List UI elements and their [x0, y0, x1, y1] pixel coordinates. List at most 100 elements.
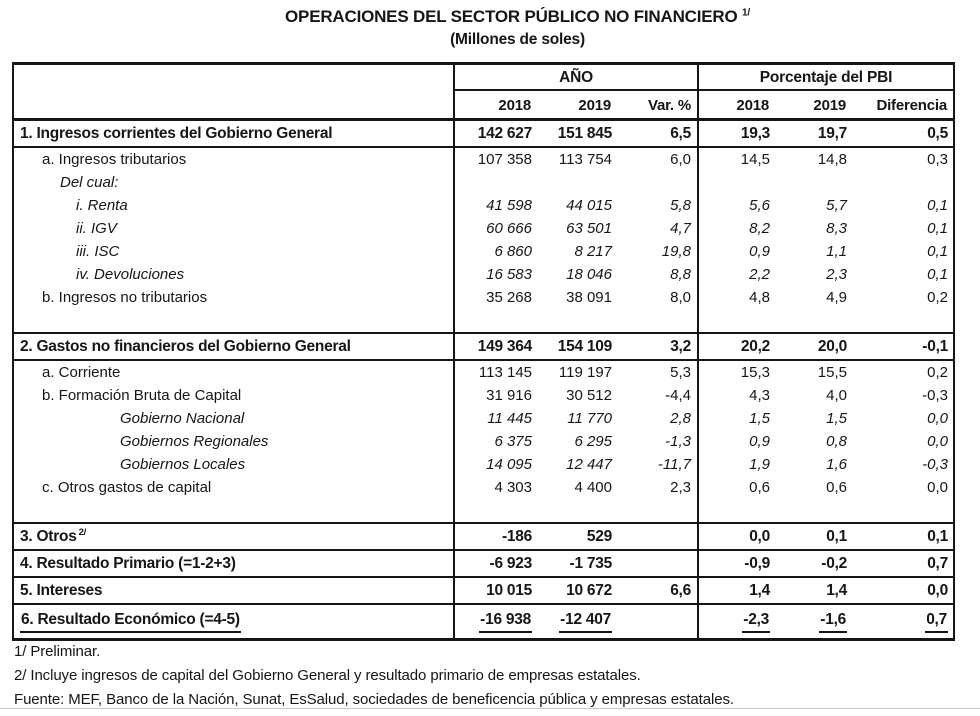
footnote-line: 1/ Preliminar.	[14, 643, 101, 660]
cell-value: 18 046	[566, 266, 612, 283]
cell-value: 6 375	[453, 430, 537, 453]
cell-value: 35 268	[453, 286, 537, 309]
cell-value	[453, 309, 537, 332]
table-row	[14, 499, 953, 524]
cell-value	[537, 499, 617, 522]
cell-value	[775, 499, 852, 522]
cell-value: 8,8	[670, 266, 691, 283]
table-row: 3. Otros 2/ -186 529 0,0 0,1 0,1	[14, 524, 953, 551]
page-title-text: OPERACIONES DEL SECTOR PÚBLICO NO FINANC…	[285, 7, 738, 26]
cell-value: -11,7	[657, 456, 691, 473]
cell-value: 8,3	[826, 220, 847, 237]
page-title: OPERACIONES DEL SECTOR PÚBLICO NO FINANC…	[55, 7, 980, 27]
cell-value: 20,2	[697, 334, 775, 359]
cell-value	[697, 499, 775, 522]
cell-value: 15,3	[697, 361, 775, 384]
header-blank-cell	[14, 65, 453, 118]
table-row: iv. Devoluciones 16 583 18 046 8,8 2,2 2,3 0,1	[14, 263, 953, 286]
cell-value: 154 109	[557, 337, 613, 355]
cell-value	[453, 171, 537, 194]
table-row: ii. IGV 60 666 63 501 4,7 8,2 8,3 0,1	[14, 217, 953, 240]
table-row: Gobierno Nacional 11 445 11 770 2,8 1,5 1,5 0,…	[14, 407, 953, 430]
cell-value	[617, 524, 697, 549]
cell-value: 1,1	[826, 243, 847, 260]
cell-value: -0,2	[821, 554, 847, 572]
cell-value: 8,0	[670, 289, 691, 306]
cell-value	[617, 309, 697, 332]
table-row: 4. Resultado Primario (=1-2+3) -6 923 -1 7…	[14, 551, 953, 578]
cell-value: 1,5	[697, 407, 775, 430]
cell-value: 119 197	[558, 364, 612, 381]
cell-value: 14 095	[453, 453, 537, 476]
cell-value: 0,0	[927, 479, 948, 496]
cell-value: 107 358	[453, 148, 537, 171]
cell-value	[852, 171, 953, 194]
col-header-year-2019: 2019	[578, 97, 611, 114]
col-group-year: AÑO	[453, 65, 697, 91]
cell-value: -12 407	[537, 605, 617, 638]
cell-value: 10 015	[453, 578, 537, 603]
footnote-line: 2/ Incluye ingresos de capital del Gobie…	[14, 667, 641, 684]
cell-value: 4,0	[826, 387, 847, 404]
cell-value: 0,0	[927, 410, 948, 427]
cell-value: 0,8	[826, 433, 847, 450]
row-label: Gobiernos Locales	[120, 456, 246, 473]
cell-value	[617, 499, 697, 522]
table-row: 6. Resultado Económico (=4-5) -16 938 -12 …	[14, 605, 953, 638]
col-header-var-pct: Var. %	[647, 97, 691, 114]
cell-value: 1,5	[826, 410, 847, 427]
row-label: 6. Resultado Económico (=4-5)	[14, 605, 453, 638]
row-label: Gobierno Nacional	[120, 410, 245, 427]
cell-value: 19,7	[817, 124, 847, 142]
cell-value: 0,3	[927, 151, 948, 168]
cell-value: 149 364	[453, 334, 537, 359]
cell-value: 0,1	[927, 243, 948, 260]
row-label: b. Ingresos no tributarios	[42, 289, 208, 306]
cell-value: 31 916	[453, 384, 537, 407]
row-label: iv. Devoluciones	[76, 266, 185, 283]
footnotes: 1/ Preliminar. 2/ Incluye ingresos de cap…	[14, 640, 734, 712]
cell-value: 19,8	[661, 243, 691, 260]
col-header-pbi-2019: 2019	[813, 97, 846, 114]
cell-value: 5,3	[670, 364, 691, 381]
cell-value: 0,1	[927, 220, 948, 237]
cell-value: -6 923	[453, 551, 537, 576]
data-table: AÑO Porcentaje del PBI 2018 2019 Var. % …	[12, 62, 955, 641]
cell-value: 2,3	[670, 479, 691, 496]
cell-value	[852, 499, 953, 522]
row-label: 4. Resultado Primario (=1-2+3)	[20, 554, 236, 572]
col-header-diferencia: Diferencia	[876, 97, 947, 114]
col-header-year-2018: 2018	[453, 91, 537, 118]
cell-value: 4 400	[574, 479, 612, 496]
row-label: a. Corriente	[42, 364, 121, 381]
cell-value: 0,0	[927, 581, 948, 599]
cell-value: 0,2	[927, 289, 948, 306]
cell-value: 4,9	[826, 289, 847, 306]
row-label: 2. Gastos no financieros del Gobierno Ge…	[20, 337, 351, 355]
cell-value: 2,2	[697, 263, 775, 286]
row-label	[14, 309, 453, 332]
row-label: ii. IGV	[76, 220, 117, 237]
cell-value	[617, 171, 697, 194]
cell-value: 0,2	[927, 364, 948, 381]
cell-value: 0,1	[927, 197, 948, 214]
row-label	[14, 499, 453, 522]
cell-value: 113 145	[453, 361, 537, 384]
table-row: 5. Intereses 10 015 10 672 6,6 1,4 1,4 0,0	[14, 578, 953, 605]
row-label: 1. Ingresos corrientes del Gobierno Gene…	[20, 124, 333, 142]
table-header: AÑO Porcentaje del PBI 2018 2019 Var. % …	[14, 65, 953, 121]
cell-value: 1,4	[826, 581, 847, 599]
cell-value: 0,7	[927, 554, 948, 572]
cell-value: 8,2	[697, 217, 775, 240]
table-row: 2. Gastos no financieros del Gobierno Ge…	[14, 334, 953, 361]
cell-value	[537, 171, 617, 194]
cell-value: 4,7	[670, 220, 691, 237]
row-label: Del cual:	[60, 174, 119, 191]
cell-value: 151 845	[557, 124, 613, 142]
title-footnote-marker: 1/	[742, 7, 750, 19]
table-row: iii. ISC 6 860 8 217 19,8 0,9 1,1 0,1	[14, 240, 953, 263]
col-header-pbi-2018: 2018	[697, 91, 775, 118]
table-row: a. Ingresos tributarios 107 358 113 754 6,0…	[14, 148, 953, 171]
cell-value: 19,3	[697, 121, 775, 146]
cell-value: 8 217	[574, 243, 612, 260]
